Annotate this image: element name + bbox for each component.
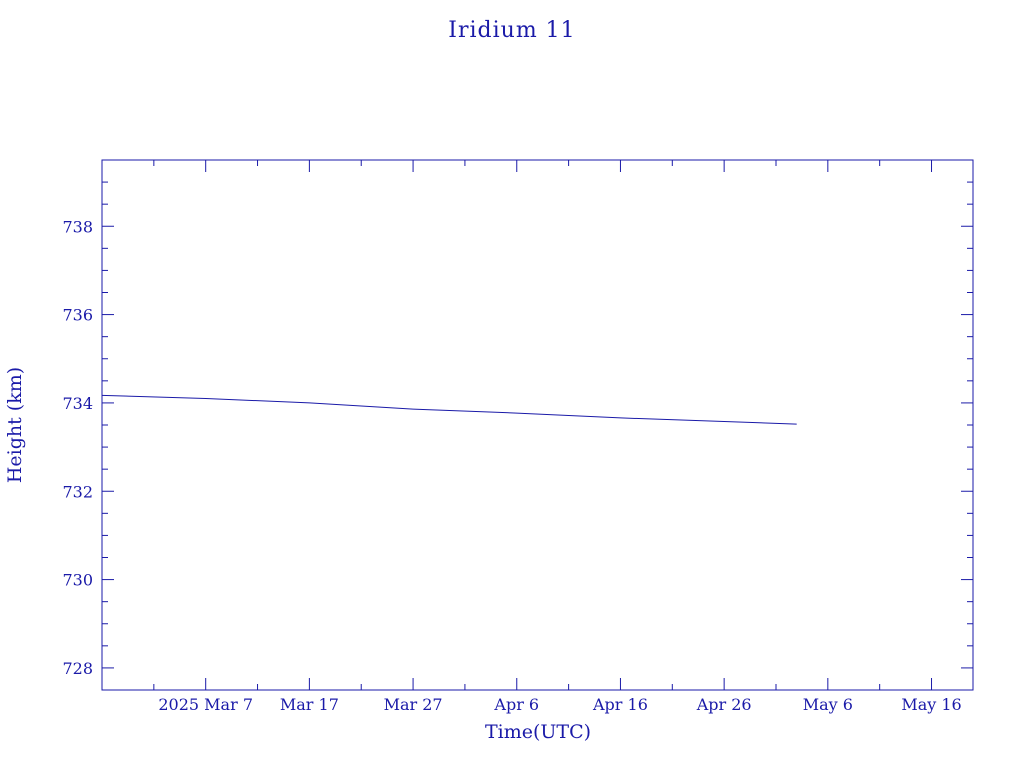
plot-frame [101, 159, 974, 691]
series-layer [101, 394, 797, 425]
x-tick-label: Apr 16 [592, 695, 648, 714]
y-tick-label: 730 [62, 571, 93, 590]
x-tick-label: 2025 Mar 7 [158, 695, 253, 714]
x-tick-label: May 16 [901, 695, 961, 714]
x-axis-ticks: 2025 Mar 7 Mar 17 Mar 27 Apr 6 Apr 16 Apr 26 M… [153, 160, 962, 714]
x-tick-label: Apr 6 [493, 695, 539, 714]
x-tick-label: Apr 26 [696, 695, 752, 714]
series-line [101, 394, 797, 425]
chart-title: Iridium 11 [448, 18, 575, 43]
y-tick-label: 734 [62, 394, 93, 413]
y-tick-label: 728 [62, 659, 93, 678]
x-axis-label: Time(UTC) [485, 721, 591, 743]
x-tick-label: May 6 [803, 695, 853, 714]
x-tick-label: Mar 17 [280, 695, 339, 714]
y-axis-label: Height (km) [4, 367, 26, 483]
y-tick-label: 736 [62, 306, 93, 325]
y-tick-label: 738 [62, 217, 93, 236]
y-axis-ticks: 728 730 732 734 736 738 [62, 159, 973, 691]
y-tick-label: 732 [62, 482, 93, 501]
x-tick-label: Mar 27 [384, 695, 443, 714]
